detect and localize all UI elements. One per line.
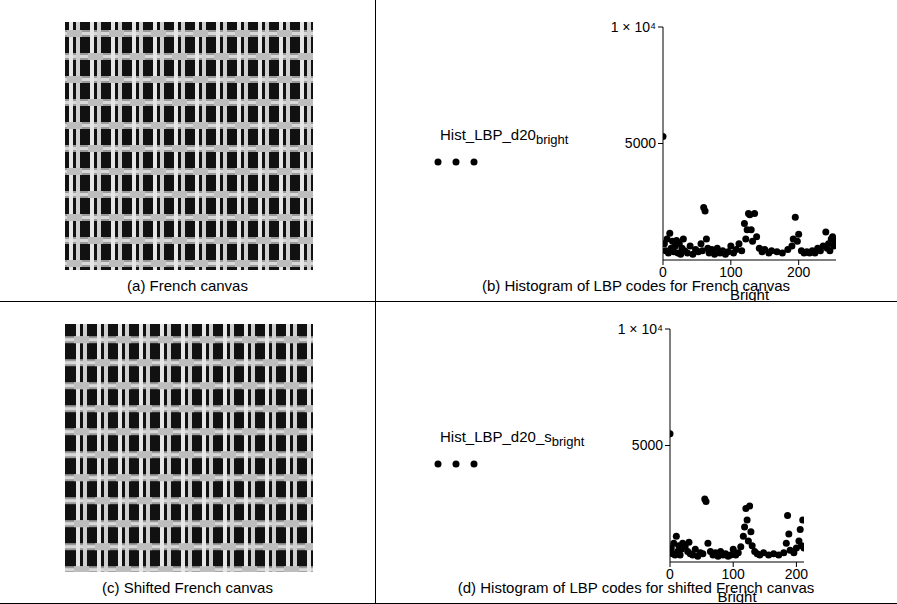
svg-text:1 × 10⁴: 1 × 10⁴ [611,19,656,35]
svg-text:5000: 5000 [625,135,656,151]
svg-text:1 × 10⁴: 1 × 10⁴ [618,321,663,337]
svg-text:200: 200 [787,264,811,280]
svg-text:5000: 5000 [632,437,663,453]
